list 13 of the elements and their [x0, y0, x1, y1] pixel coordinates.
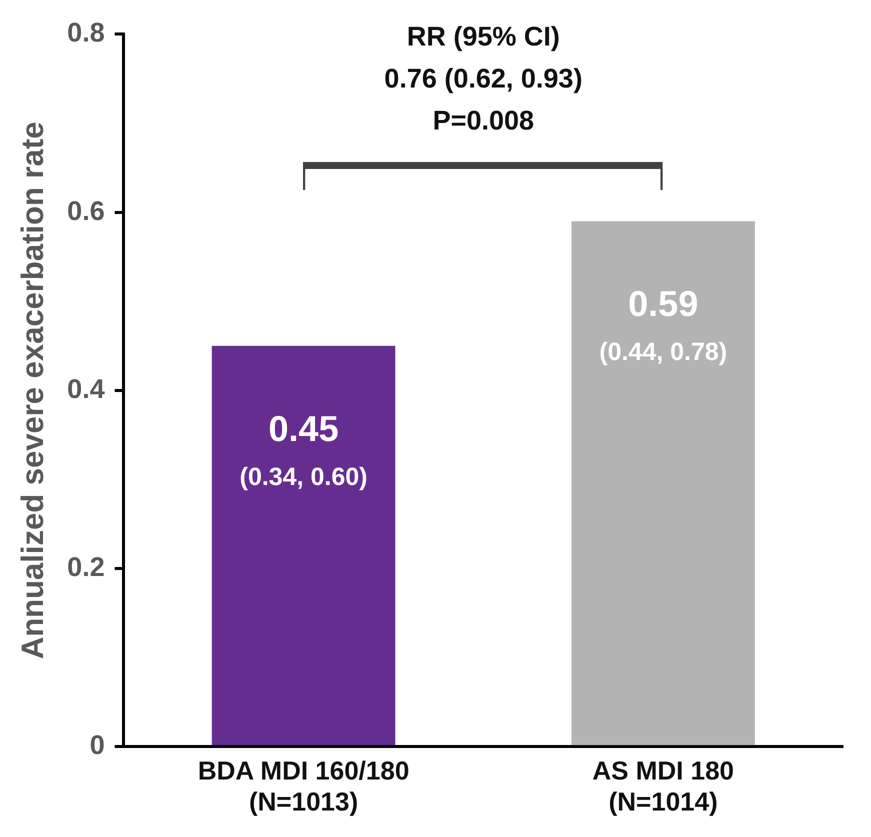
y-axis-title: Annualized severe exacerbation rate — [15, 122, 50, 660]
y-tick-label: 0.4 — [67, 374, 105, 404]
annotation: RR (95% CI) — [406, 22, 560, 52]
x-tick-label: AS MDI 180 (N=1014) — [592, 755, 734, 817]
y-tick-label: 0 — [90, 730, 105, 760]
annotation: P=0.008 — [432, 106, 534, 136]
y-tick-label: 0.6 — [67, 196, 105, 226]
y-tick-label: 0.8 — [67, 18, 105, 48]
data-label: 0.59 (0.44, 0.78) — [599, 283, 728, 366]
x-tick-label: BDA MDI 160/180 (N=1013) — [198, 755, 410, 817]
y-tick-label: 0.2 — [67, 552, 105, 582]
data-label: 0.45 (0.34, 0.60) — [240, 408, 368, 491]
annotation: 0.76 (0.62, 0.93) — [384, 64, 582, 94]
